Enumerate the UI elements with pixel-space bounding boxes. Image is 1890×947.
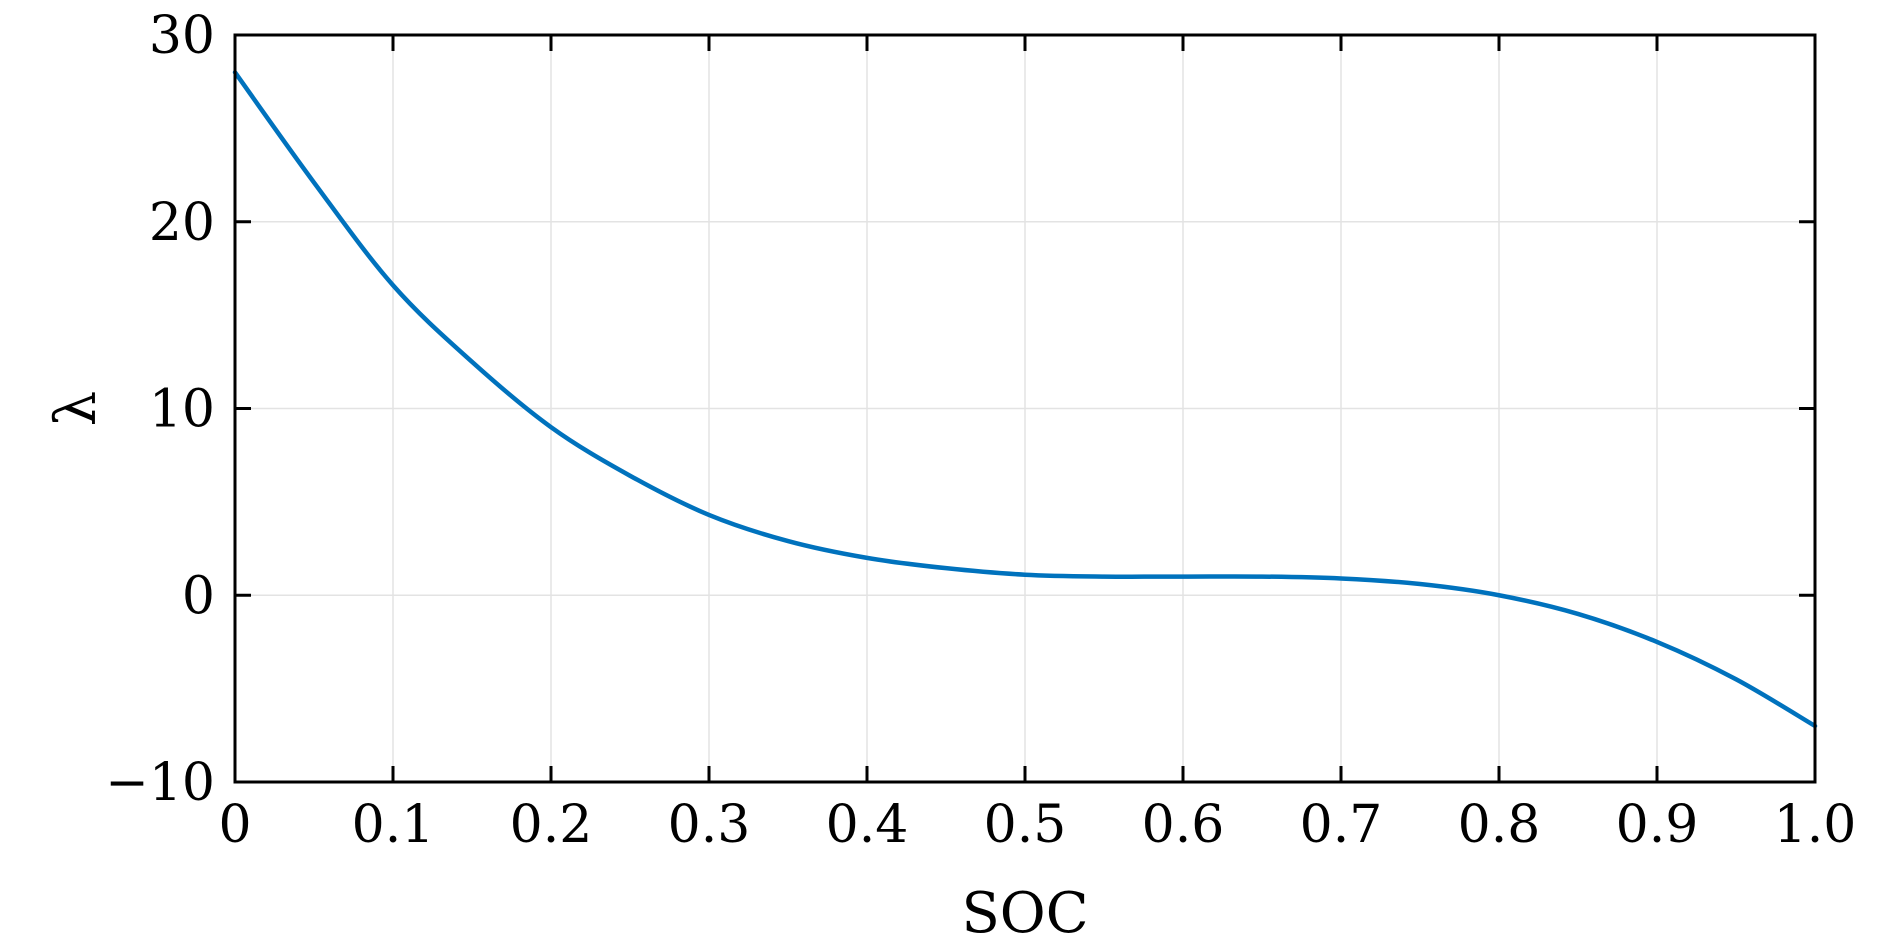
x-tick-label: 0.9 bbox=[1616, 795, 1699, 855]
x-tick-label: 0.1 bbox=[352, 795, 435, 855]
ticks bbox=[233, 33, 1817, 784]
x-tick-label: 0 bbox=[218, 795, 251, 855]
y-tick-label: 10 bbox=[149, 380, 215, 440]
series-line bbox=[232, 70, 1818, 729]
y-tick-label: 0 bbox=[182, 566, 215, 626]
x-tick-label: 0.2 bbox=[510, 795, 593, 855]
x-tick-label: 0.8 bbox=[1458, 795, 1541, 855]
x-tick-label: 0.4 bbox=[826, 795, 909, 855]
x-tick-label: 0.3 bbox=[668, 795, 751, 855]
x-tick-label: 0.6 bbox=[1142, 795, 1225, 855]
y-tick-label: 20 bbox=[149, 193, 215, 253]
x-tick-label: 0.5 bbox=[984, 795, 1067, 855]
series-layer bbox=[232, 70, 1818, 729]
x-tick-label: 1.0 bbox=[1774, 795, 1857, 855]
y-tick-labels: −10 0 10 20 30 bbox=[105, 6, 215, 813]
y-tick-label: 30 bbox=[149, 6, 215, 66]
x-tick-labels: 0 0.1 0.2 0.3 0.4 0.5 0.6 0.7 0.8 0.9 1.0 bbox=[218, 795, 1856, 855]
y-axis-label: λ bbox=[44, 391, 109, 427]
x-tick-label: 0.7 bbox=[1300, 795, 1383, 855]
x-axis-label: SOC bbox=[961, 881, 1088, 946]
y-tick-label: −10 bbox=[105, 753, 215, 813]
